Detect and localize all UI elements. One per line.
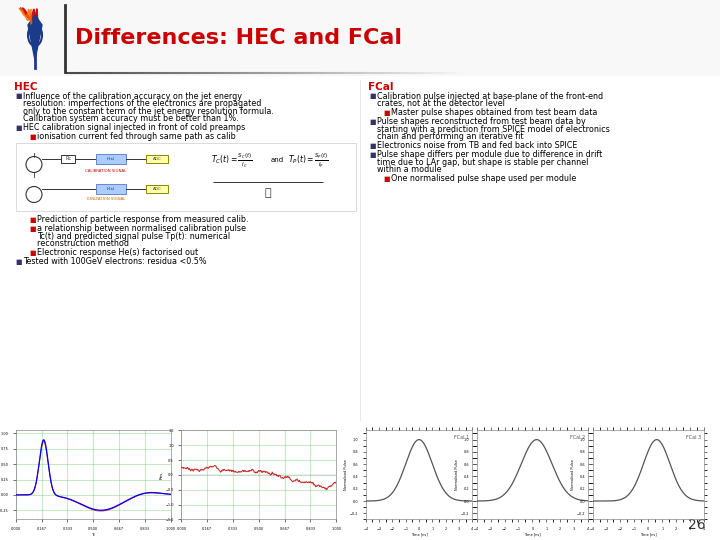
Bar — [96, 153, 126, 164]
Bar — [16, 143, 356, 211]
Polygon shape — [19, 9, 32, 26]
Text: within a module: within a module — [377, 165, 441, 174]
Text: FCal 2: FCal 2 — [570, 435, 585, 440]
Y-axis label: Normalised Pulse: Normalised Pulse — [455, 460, 459, 490]
Text: ■: ■ — [29, 249, 35, 255]
X-axis label: Time [ns]: Time [ns] — [640, 532, 657, 537]
Text: time due to LAr gap, but shape is stable per channel: time due to LAr gap, but shape is stable… — [377, 158, 588, 167]
Text: and: and — [271, 158, 284, 164]
Text: 26: 26 — [688, 518, 706, 532]
Text: CALIBRATION SIGNAL: CALIBRATION SIGNAL — [86, 168, 127, 172]
Text: $T_P(t) = \frac{S_P(t)}{I_P}$: $T_P(t) = \frac{S_P(t)}{I_P}$ — [288, 151, 328, 170]
Text: ■: ■ — [369, 119, 376, 125]
Text: ⌣: ⌣ — [265, 188, 271, 199]
X-axis label: Time [ns]: Time [ns] — [410, 532, 428, 537]
Text: H(s): H(s) — [107, 186, 115, 191]
Text: Master pulse shapes obtained from test beam data: Master pulse shapes obtained from test b… — [391, 109, 598, 118]
Text: a relationship between normalised calibration pulse: a relationship between normalised calibr… — [37, 225, 246, 233]
Bar — [146, 185, 168, 192]
Text: Pulse shapes reconstructed from test beam data by: Pulse shapes reconstructed from test bea… — [377, 118, 586, 126]
Text: starting with a prediction from SPICE model of electronics: starting with a prediction from SPICE mo… — [377, 125, 610, 134]
Text: Electronic response He(s) factorised out: Electronic response He(s) factorised out — [37, 248, 198, 258]
Text: reconstruction method: reconstruction method — [37, 239, 129, 248]
Polygon shape — [20, 8, 38, 30]
X-axis label: Time [ns]: Time [ns] — [524, 532, 541, 537]
Text: ■: ■ — [15, 125, 22, 131]
Text: IONIZATION SIGNAL: IONIZATION SIGNAL — [87, 197, 125, 200]
Text: only to the constant term of the jet energy resolution formula.: only to the constant term of the jet ene… — [23, 107, 274, 116]
Polygon shape — [28, 15, 42, 60]
Text: ■: ■ — [29, 134, 35, 140]
Text: ■: ■ — [15, 93, 22, 99]
Text: Rc: Rc — [65, 156, 71, 161]
Text: ■: ■ — [15, 259, 22, 265]
Text: ■: ■ — [369, 93, 376, 99]
Text: Differences: HEC and FCal: Differences: HEC and FCal — [75, 28, 402, 48]
Text: Tested with 100GeV electrons: residua <0.5%: Tested with 100GeV electrons: residua <0… — [23, 258, 207, 266]
Text: HEC: HEC — [14, 82, 37, 92]
Y-axis label: Res: Res — [160, 471, 164, 478]
Y-axis label: Normalised Pulse: Normalised Pulse — [571, 460, 575, 490]
Text: $T_C(t) = \frac{S_C(t)}{I_C}$: $T_C(t) = \frac{S_C(t)}{I_C}$ — [211, 151, 253, 170]
Text: ■: ■ — [383, 176, 390, 181]
X-axis label: Tc: Tc — [91, 532, 95, 537]
Bar — [96, 184, 126, 193]
Text: Prediction of particle response from measured calib.: Prediction of particle response from mea… — [37, 215, 248, 225]
Text: Influence of the calibration accuracy on the jet energy: Influence of the calibration accuracy on… — [23, 92, 242, 101]
Text: crates, not at the detector level: crates, not at the detector level — [377, 99, 505, 109]
Text: ionisation current fed through same path as calib: ionisation current fed through same path… — [37, 132, 235, 141]
Text: ■: ■ — [29, 217, 35, 222]
Text: Tc(t) and predicted signal pulse Tp(t): numerical: Tc(t) and predicted signal pulse Tp(t): … — [37, 232, 230, 241]
Text: Electronics noise from TB and fed back into SPICE: Electronics noise from TB and fed back i… — [377, 141, 577, 151]
Text: H(s): H(s) — [107, 157, 115, 160]
Text: FCal 1: FCal 1 — [454, 435, 469, 440]
Text: resolution: imperfections of the electronics are propagated: resolution: imperfections of the electro… — [23, 99, 261, 109]
Text: Calibration system accuracy must be better than 1%.: Calibration system accuracy must be bett… — [23, 114, 239, 124]
Text: ■: ■ — [29, 226, 35, 232]
Y-axis label: Normalised Pulse: Normalised Pulse — [344, 460, 348, 490]
Text: ADC: ADC — [153, 157, 161, 160]
Text: ■: ■ — [383, 110, 390, 116]
Bar — [146, 154, 168, 163]
Text: ■: ■ — [369, 152, 376, 158]
Text: FCal: FCal — [368, 82, 394, 92]
Text: HEC calibration signal injected in front of cold preamps: HEC calibration signal injected in front… — [23, 124, 246, 132]
Text: chain and performing an iterative fit: chain and performing an iterative fit — [377, 132, 523, 141]
Text: ADC: ADC — [153, 186, 161, 191]
Bar — [0, 0, 720, 75]
Text: Pulse shape differs per module due to difference in drift: Pulse shape differs per module due to di… — [377, 151, 602, 159]
Text: FCal 3: FCal 3 — [685, 435, 701, 440]
Text: One normalised pulse shape used per module: One normalised pulse shape used per modu… — [391, 174, 576, 184]
Text: ■: ■ — [369, 143, 376, 148]
Text: Calibration pulse injected at base-plane of the front-end: Calibration pulse injected at base-plane… — [377, 92, 603, 101]
Bar — [61, 154, 75, 163]
